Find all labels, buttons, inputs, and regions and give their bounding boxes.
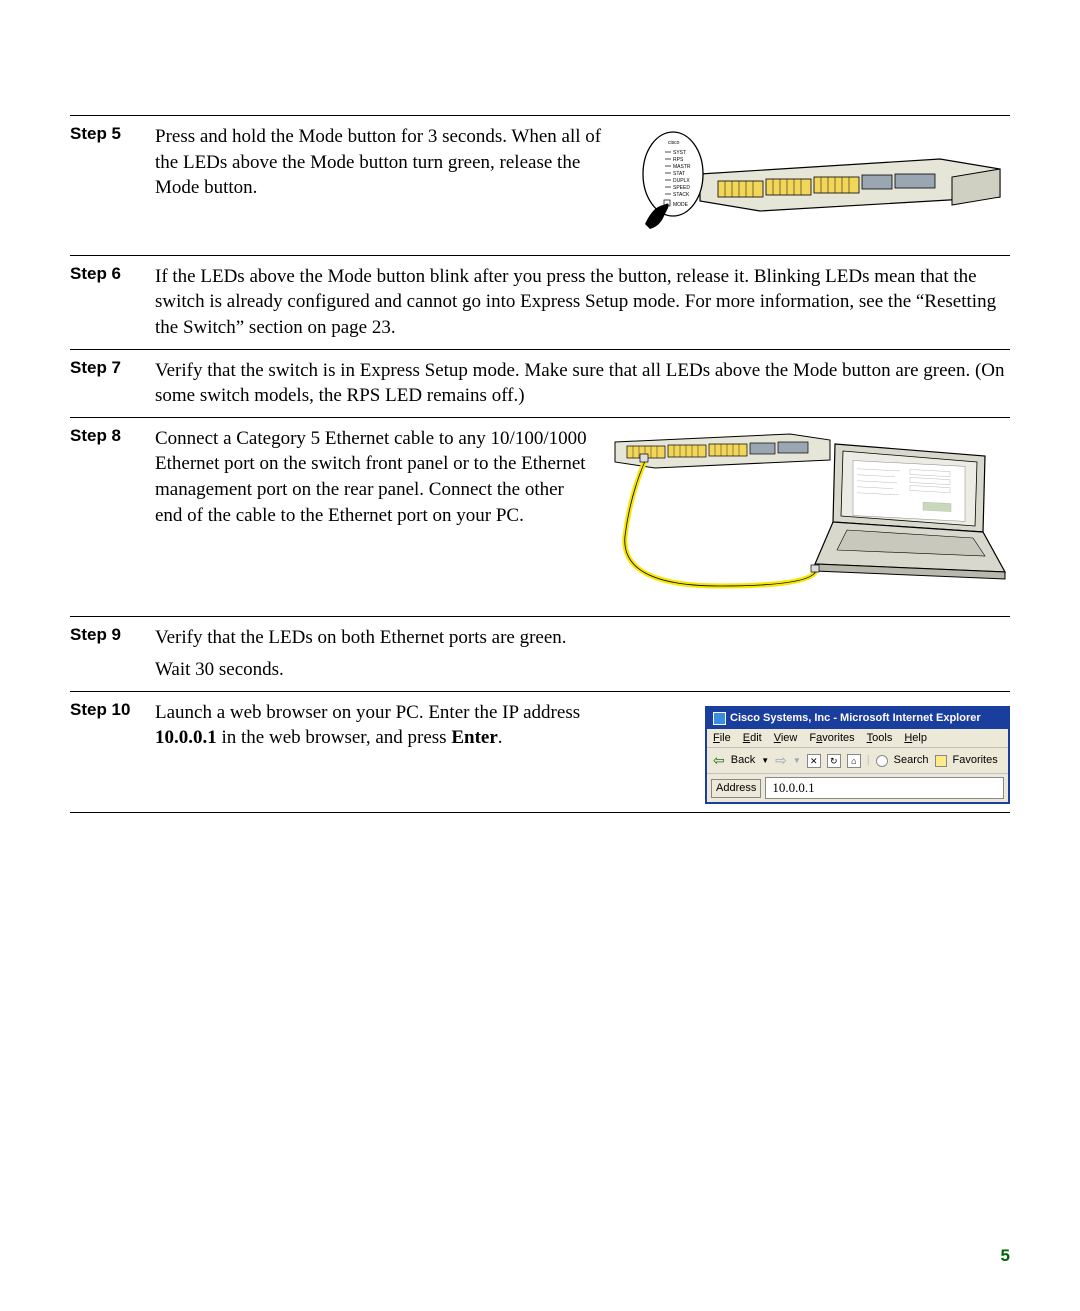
step-8-row: Step 8 Connect a Category 5 Ethernet cab… <box>70 417 1010 617</box>
step-6-row: Step 6 If the LEDs above the Mode button… <box>70 255 1010 349</box>
svg-text:STACK: STACK <box>673 192 690 198</box>
svg-text:STAT: STAT <box>673 171 685 177</box>
step-7-row: Step 7 Verify that the switch is in Expr… <box>70 349 1010 417</box>
ie-addressbar: Address 10.0.0.1 <box>707 774 1008 802</box>
ie-menu-edit[interactable]: Edit <box>743 731 762 746</box>
step-5-row: Step 5 Press and hold the Mode button fo… <box>70 115 1010 255</box>
switch-hand-svg: cisco SYST RPS MASTR STAT DUPLX SPEED ST… <box>640 124 1010 239</box>
ie-menu-help[interactable]: Help <box>904 731 927 746</box>
ie-app-icon <box>713 712 726 725</box>
step-10-content: Launch a web browser on your PC. Enter t… <box>155 700 1010 804</box>
home-icon[interactable]: ⌂ <box>847 754 861 768</box>
step-8-label: Step 8 <box>70 426 155 609</box>
step-10-text-mid: in the web browser, and press <box>217 727 452 748</box>
refresh-icon[interactable]: ↻ <box>827 754 841 768</box>
step-5-label: Step 5 <box>70 124 155 247</box>
step-10-label: Step 10 <box>70 700 155 804</box>
step-6-label: Step 6 <box>70 264 155 341</box>
ie-toolbar: ⇦ Back ▼ ⇨ ▼ ✕ ↻ ⌂ | Search Fa <box>707 748 1008 774</box>
back-arrow-icon[interactable]: ⇦ <box>713 751 725 770</box>
step-7-label: Step 7 <box>70 358 155 409</box>
page-content: Step 5 Press and hold the Mode button fo… <box>0 0 1080 873</box>
ie-menu-file[interactable]: File <box>713 731 731 746</box>
ie-search-label[interactable]: Search <box>894 753 929 768</box>
ie-favorites-label[interactable]: Favorites <box>953 753 998 768</box>
ie-menubar: File Edit View Favorites Tools Help <box>707 729 1008 749</box>
svg-text:cisco: cisco <box>668 140 680 146</box>
svg-text:MODE: MODE <box>673 202 689 208</box>
switch-laptop-svg <box>610 426 1010 601</box>
step-10-row: Step 10 Launch a web browser on your PC.… <box>70 691 1010 813</box>
search-icon[interactable] <box>876 755 888 767</box>
svg-text:RPS: RPS <box>673 157 684 163</box>
back-dropdown-icon[interactable]: ▼ <box>761 756 769 767</box>
ie-window: Cisco Systems, Inc - Microsoft Internet … <box>705 706 1010 804</box>
ie-address-label: Address <box>711 779 761 798</box>
step-9-line2: Wait 30 seconds. <box>155 657 1010 683</box>
step-10-text: Launch a web browser on your PC. Enter t… <box>155 700 645 804</box>
ie-menu-favorites[interactable]: Favorites <box>809 731 854 746</box>
step-5-content: Press and hold the Mode button for 3 sec… <box>155 124 1010 247</box>
step-10-illustration: Cisco Systems, Inc - Microsoft Internet … <box>665 700 1010 804</box>
step-9-content: Verify that the LEDs on both Ethernet po… <box>155 625 1010 682</box>
ie-back-label[interactable]: Back <box>731 753 755 768</box>
page-number: 5 <box>1001 1246 1010 1266</box>
toolbar-separator: | <box>867 753 870 768</box>
step-9-row: Step 9 Verify that the LEDs on both Ethe… <box>70 616 1010 690</box>
forward-arrow-icon[interactable]: ⇨ <box>775 751 787 770</box>
step-9-line1: Verify that the LEDs on both Ethernet po… <box>155 625 1010 651</box>
step-8-content: Connect a Category 5 Ethernet cable to a… <box>155 426 1010 609</box>
ie-title-text: Cisco Systems, Inc - Microsoft Internet … <box>730 711 981 726</box>
step-8-illustration <box>610 426 1010 609</box>
step-7-text: Verify that the switch is in Express Set… <box>155 358 1010 409</box>
step-8-text: Connect a Category 5 Ethernet cable to a… <box>155 426 590 609</box>
svg-text:DUPLX: DUPLX <box>673 178 690 184</box>
ie-address-input[interactable]: 10.0.0.1 <box>765 777 1004 799</box>
stop-icon[interactable]: ✕ <box>807 754 821 768</box>
ie-menu-view[interactable]: View <box>774 731 798 746</box>
svg-text:SYST: SYST <box>673 150 686 156</box>
step-10-text-pre: Launch a web browser on your PC. Enter t… <box>155 702 580 723</box>
svg-text:SPEED: SPEED <box>673 185 690 191</box>
step-5-illustration: cisco SYST RPS MASTR STAT DUPLX SPEED ST… <box>640 124 1010 247</box>
step-6-text: If the LEDs above the Mode button blink … <box>155 264 1010 341</box>
step-10-text-post: . <box>498 727 503 748</box>
step-10-ip-bold: 10.0.0.1 <box>155 727 217 748</box>
step-10-enter-bold: Enter <box>451 727 497 748</box>
forward-dropdown-icon[interactable]: ▼ <box>793 756 801 767</box>
svg-text:MASTR: MASTR <box>673 164 691 170</box>
ie-menu-tools[interactable]: Tools <box>867 731 893 746</box>
step-5-text: Press and hold the Mode button for 3 sec… <box>155 124 620 247</box>
step-9-label: Step 9 <box>70 625 155 682</box>
favorites-icon[interactable] <box>935 755 947 767</box>
ie-titlebar: Cisco Systems, Inc - Microsoft Internet … <box>707 708 1008 729</box>
